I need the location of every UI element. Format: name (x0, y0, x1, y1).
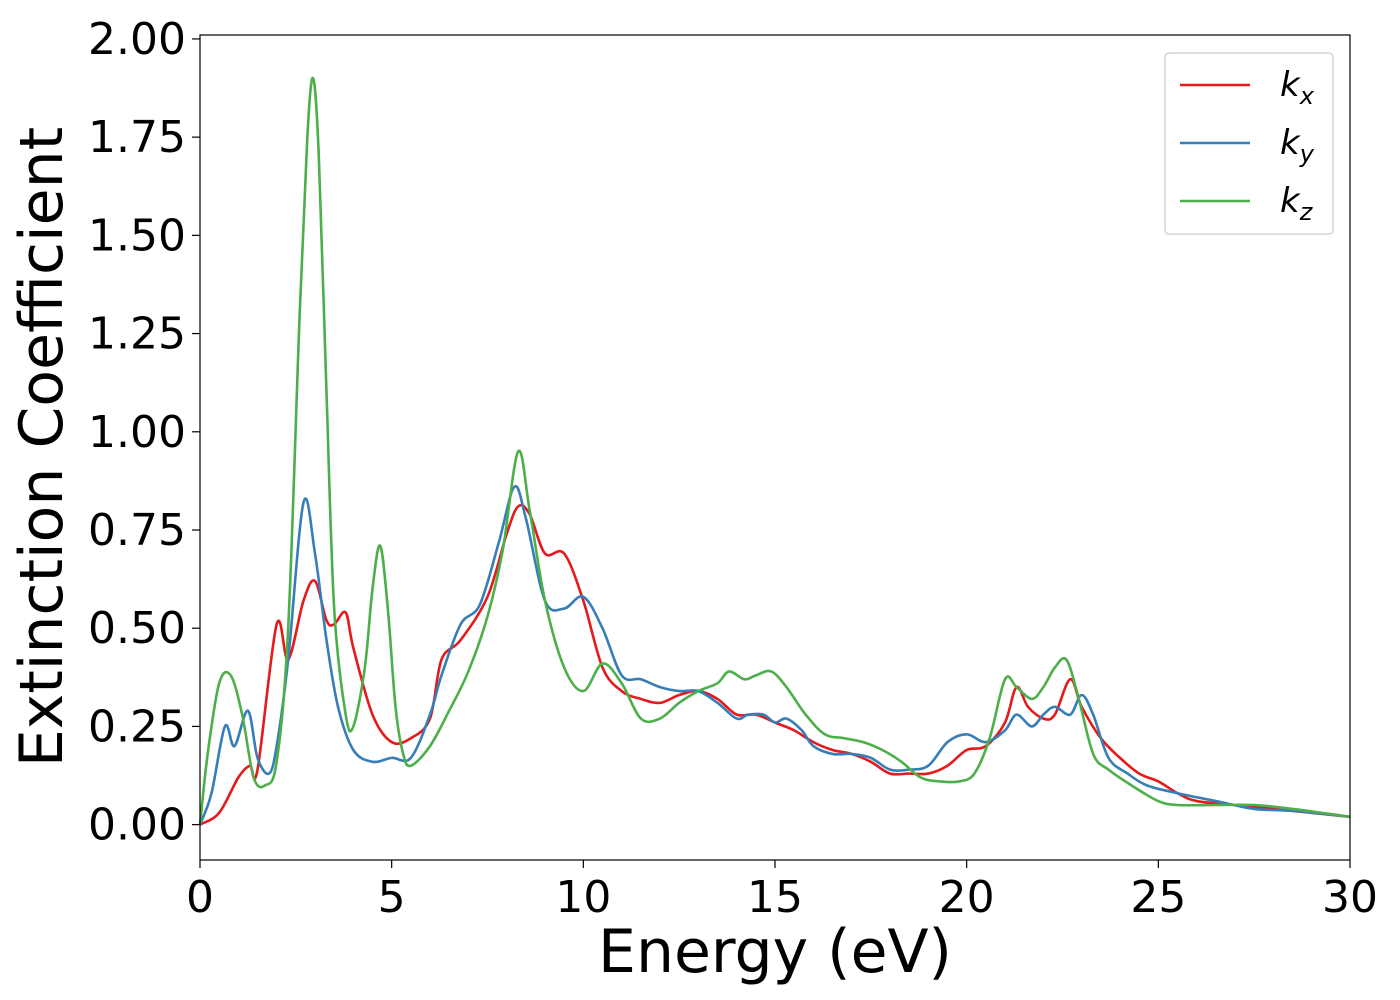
x-tick-label: 30 (1322, 872, 1378, 923)
x-tick-label: 0 (186, 872, 214, 923)
legend: kx ky kz (1164, 52, 1334, 235)
y-axis-ticks: 0.00 0.25 0.50 0.75 1.00 1.25 1.50 1.75 2.00 (88, 14, 200, 851)
legend-items: kx ky kz (1180, 65, 1315, 226)
series-line-kz (198, 76, 1351, 825)
series-layer (198, 76, 1351, 826)
x-axis-ticks: 0 5 10 15 20 25 30 (186, 860, 1378, 923)
y-tick-label: 0.75 (88, 505, 186, 556)
x-tick-label: 15 (747, 872, 803, 923)
legend-label-kz: kz (1280, 181, 1314, 226)
x-tick-label: 25 (1130, 872, 1186, 923)
y-tick-label: 0.50 (88, 603, 186, 654)
y-tick-label: 0.25 (88, 701, 186, 752)
x-tick-label: 5 (378, 872, 406, 923)
y-tick-label: 1.00 (88, 407, 186, 458)
y-tick-label: 2.00 (88, 14, 186, 65)
legend-label-ky: ky (1280, 123, 1315, 168)
x-axis-title: Energy (eV) (598, 917, 952, 987)
y-tick-label: 1.75 (88, 112, 186, 163)
x-tick-label: 20 (939, 872, 995, 923)
legend-label-kx: kx (1280, 65, 1315, 110)
y-tick-label: 1.25 (88, 309, 186, 360)
x-tick-label: 10 (555, 872, 611, 923)
series-line-ky (198, 484, 1351, 826)
y-axis-title: Extinction Coefficient (7, 127, 77, 767)
y-tick-label: 1.50 (88, 210, 186, 261)
y-tick-label: 0.00 (88, 800, 186, 851)
